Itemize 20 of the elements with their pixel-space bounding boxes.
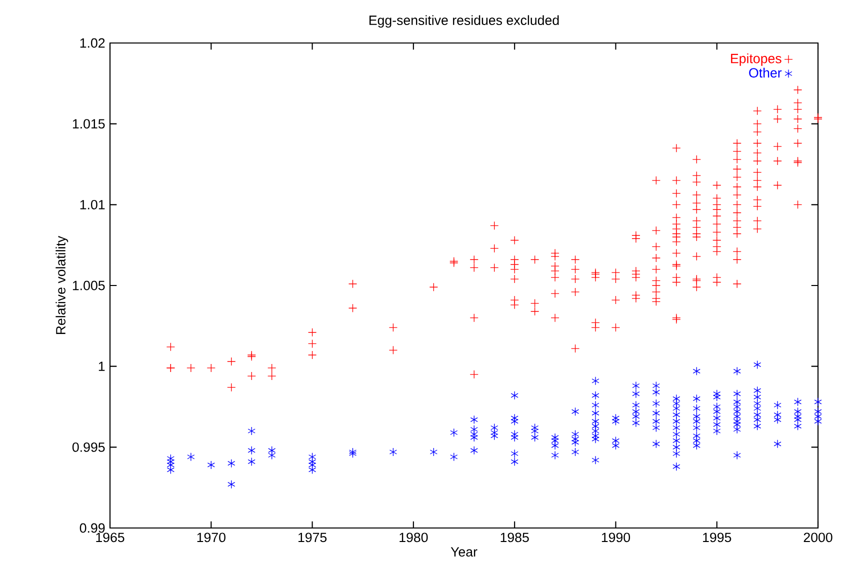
- legend-label: Other: [749, 68, 782, 78]
- y-tick-label: 1: [98, 362, 105, 371]
- legend-label: Epitopes: [731, 53, 782, 66]
- x-tick-label: 1995: [703, 532, 732, 542]
- y-tick-label: 0.995: [72, 442, 105, 452]
- chart-title: Egg-sensitive residues excluded: [369, 15, 559, 28]
- x-tick-label: 1985: [500, 532, 529, 542]
- y-tick-label: 0.99: [80, 523, 105, 533]
- x-tick-label: 1970: [197, 532, 226, 542]
- x-tick-label: 1965: [96, 532, 124, 542]
- y-tick-label: 1.005: [72, 280, 105, 290]
- x-tick-label: 1975: [298, 532, 327, 542]
- y-tick-label: 1.02: [80, 38, 105, 48]
- y-tick-label: 1.01: [80, 200, 105, 210]
- y-tick-label: 1.015: [72, 119, 105, 129]
- x-tick-label: 2000: [804, 532, 832, 542]
- y-axis-title: Relative volatility: [56, 236, 68, 334]
- x-axis-title: Year: [450, 547, 478, 557]
- x-tick-label: 1990: [602, 532, 630, 542]
- x-tick-label: 1980: [400, 532, 428, 542]
